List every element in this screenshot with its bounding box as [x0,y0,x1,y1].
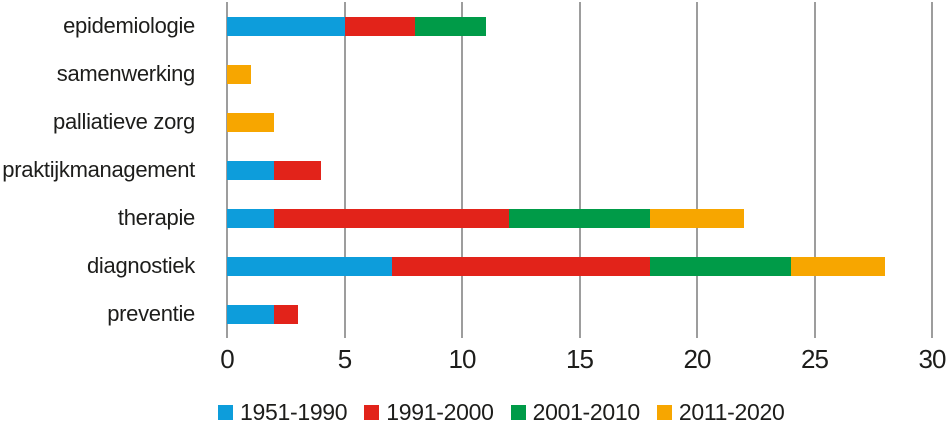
bar-segment-2001-2010 [650,256,791,276]
bar-segment-1991-2000 [274,208,509,228]
legend-swatch-icon [656,405,672,420]
category-labels-column: epidemiologie samenwerking palliatieve zor… [0,2,195,338]
bar-segment-1951-1990 [227,160,274,180]
gridline [461,2,463,338]
bar-row [227,256,885,276]
gridline [343,2,346,338]
legend-label: 2001-2010 [532,399,641,424]
legend-item: 1991-2000 [364,399,494,424]
bar-segment-2011-2020 [227,64,251,84]
bar-segment-1991-2000 [274,160,321,180]
x-tick-label: 0 [220,344,235,374]
bar-row [227,112,274,132]
bar-segment-1951-1990 [227,208,274,228]
category-label: epidemiologie [63,13,195,38]
bar-row [227,64,251,84]
x-axis: 0 5 10 15 20 25 30 [0,344,946,376]
bar-segment-1951-1990 [227,256,392,276]
bar-segment-1991-2000 [274,304,298,324]
bar-segment-1991-2000 [391,256,650,276]
bar-row [227,208,744,228]
bar-segment-2001-2010 [509,208,650,228]
bar-row [227,16,486,36]
category-label: preventie [107,301,195,326]
x-tick-label: 30 [918,344,946,374]
bar-segment-2001-2010 [415,16,486,36]
legend: 1951-1990 1991-2000 2001-2010 2011-2020 [218,399,785,424]
category-label: diagnostiek [87,253,195,278]
legend-item: 2011-2020 [656,399,785,424]
x-tick-label: 5 [337,344,353,374]
legend-swatch-icon [218,405,233,420]
category-label: therapie [117,205,195,230]
legend-swatch-icon [510,405,526,420]
x-tick-label: 10 [448,344,477,374]
category-label: palliatieve zorg [53,109,195,134]
gridline [931,2,933,338]
bar-segment-1951-1990 [227,16,345,36]
gridline [696,2,698,338]
bar-segment-2011-2020 [227,112,274,132]
x-tick-label: 25 [801,344,829,374]
gridline [813,2,816,338]
x-tick-label: 15 [566,344,594,374]
plot-area [226,2,933,338]
x-tick-label: 20 [683,344,712,374]
bar-row [227,304,298,324]
legend-swatch-icon [364,405,380,420]
legend-label: 2011-2020 [678,399,785,424]
legend-label: 1991-2000 [386,399,494,424]
bar-segment-2011-2020 [791,256,885,276]
bar-row [227,160,321,180]
bar-segment-2011-2020 [650,208,744,228]
bar-segment-1951-1990 [227,304,274,324]
legend-label: 1951-1990 [240,399,348,424]
category-label: praktijkmanagement [2,157,195,182]
legend-item: 2001-2010 [510,399,641,424]
gridline [578,2,581,338]
legend-item: 1951-1990 [218,399,348,424]
category-label: samenwerking [56,61,196,86]
bar-segment-1991-2000 [344,16,415,36]
